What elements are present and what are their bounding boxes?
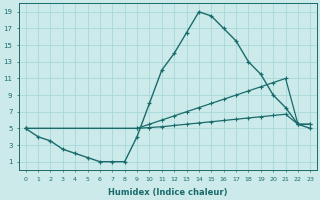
X-axis label: Humidex (Indice chaleur): Humidex (Indice chaleur) (108, 188, 228, 197)
